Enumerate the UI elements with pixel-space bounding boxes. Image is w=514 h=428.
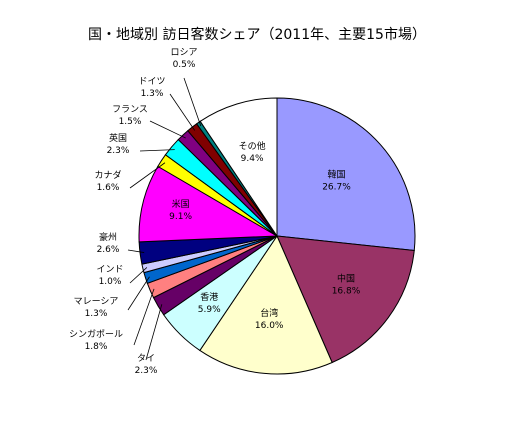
- slice-value-label-0: 26.7%: [322, 183, 351, 193]
- leader-line-5: [133, 288, 155, 346]
- slice-label-13: ドイツ: [138, 77, 165, 87]
- leader-line-4: [145, 304, 163, 361]
- slice-label-7: インド: [96, 265, 123, 275]
- leader-line-7: [129, 267, 148, 284]
- leader-line-12: [149, 120, 186, 139]
- slice-value-label-5: 1.8%: [85, 342, 108, 352]
- pie-slice-9: [138, 165, 279, 243]
- slice-value-label-14: 0.5%: [173, 60, 196, 70]
- slice-label-9: 米国: [172, 198, 190, 210]
- pie-slice-2: [199, 234, 333, 375]
- slice-value-label-15: 9.4%: [241, 154, 264, 164]
- slice-label-6: マレーシア: [74, 297, 119, 307]
- slice-value-label-10: 1.6%: [97, 183, 120, 193]
- leader-line-6: [127, 276, 150, 311]
- slice-label-3: 香港: [200, 291, 218, 303]
- leader-line-14: [183, 77, 202, 127]
- slice-label-4: タイ: [137, 353, 155, 364]
- slice-value-label-13: 1.3%: [141, 89, 164, 99]
- slice-label-14: ロシア: [170, 48, 197, 58]
- slice-value-label-3: 5.9%: [198, 305, 221, 315]
- slice-value-label-6: 1.3%: [85, 309, 108, 319]
- slice-label-11: 英国: [109, 132, 127, 144]
- slice-value-label-8: 2.6%: [97, 245, 120, 255]
- slice-label-5: シンガポール: [69, 329, 123, 340]
- slice-value-label-7: 1.0%: [99, 277, 122, 287]
- slice-label-8: 豪州: [99, 231, 117, 243]
- pie-slice-15: [199, 97, 278, 238]
- slice-label-15: その他: [239, 140, 266, 152]
- pie-slice-1: [276, 235, 415, 364]
- slice-label-12: フランス: [112, 104, 148, 115]
- slice-label-1: 中国: [337, 273, 355, 285]
- leader-line-10: [129, 162, 166, 189]
- leader-line-8: [127, 249, 145, 253]
- slice-value-label-12: 1.5%: [119, 117, 142, 127]
- slice-value-label-1: 16.8%: [332, 287, 361, 297]
- pie-slice-0: [276, 97, 416, 252]
- slice-value-label-4: 2.3%: [135, 366, 158, 376]
- slice-label-2: 台湾: [260, 307, 278, 319]
- slice-label-10: カナダ: [94, 169, 121, 181]
- leader-line-11: [139, 149, 175, 152]
- slice-value-label-11: 2.3%: [107, 146, 130, 156]
- slice-value-label-9: 9.1%: [169, 212, 192, 222]
- slice-value-label-2: 16.0%: [255, 321, 284, 331]
- chart-title: 国・地域別 訪日客数シェア（2011年、主要15市場）: [88, 27, 426, 43]
- slice-label-0: 韓国: [327, 170, 345, 181]
- leader-line-13: [169, 93, 196, 131]
